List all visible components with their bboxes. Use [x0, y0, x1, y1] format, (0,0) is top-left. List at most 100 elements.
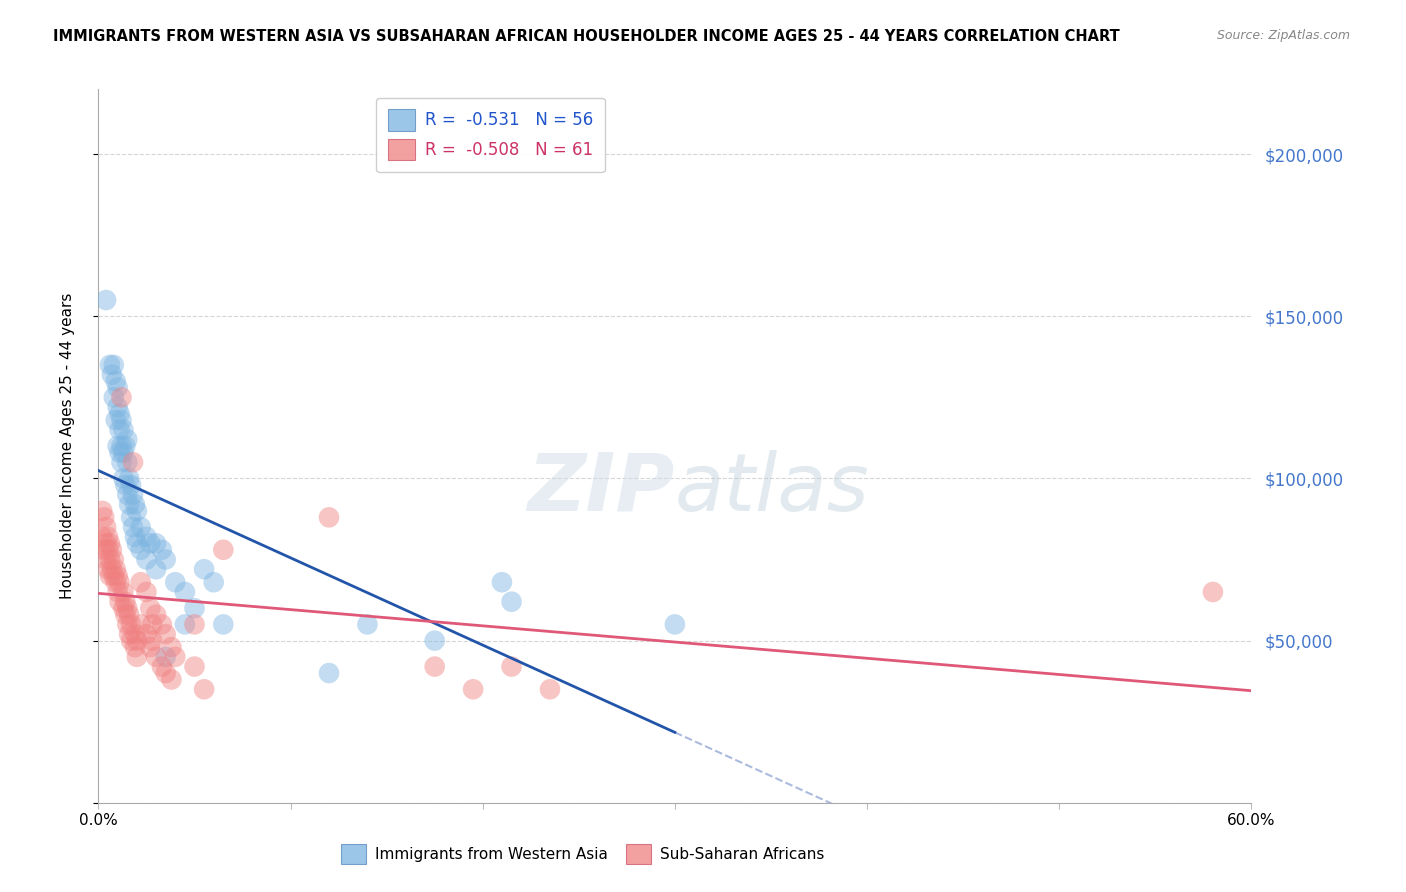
Point	[103, 358, 125, 372]
Point	[98, 552, 121, 566]
Point	[139, 536, 162, 550]
Point	[129, 520, 152, 534]
Point	[98, 358, 121, 372]
Point	[165, 575, 187, 590]
Point	[135, 530, 157, 544]
Point	[112, 601, 135, 615]
Point	[114, 439, 136, 453]
Point	[110, 455, 132, 469]
Point	[145, 536, 167, 550]
Point	[93, 510, 115, 524]
Point	[124, 530, 146, 544]
Point	[104, 562, 127, 576]
Point	[118, 607, 141, 622]
Point	[212, 542, 235, 557]
Point	[108, 445, 131, 459]
Point	[120, 478, 142, 492]
Point	[108, 423, 131, 437]
Point	[145, 562, 167, 576]
Point	[122, 520, 145, 534]
Point	[112, 471, 135, 485]
Point	[423, 659, 446, 673]
Point	[141, 633, 163, 648]
Point	[98, 536, 121, 550]
Point	[155, 552, 177, 566]
Point	[1202, 585, 1225, 599]
Point	[101, 542, 124, 557]
Point	[202, 575, 225, 590]
Point	[112, 585, 135, 599]
Point	[108, 407, 131, 421]
Point	[155, 649, 177, 664]
Text: Source: ZipAtlas.com: Source: ZipAtlas.com	[1216, 29, 1350, 42]
Point	[664, 617, 686, 632]
Point	[139, 640, 162, 654]
Point	[129, 575, 152, 590]
Point	[103, 390, 125, 404]
Point	[212, 617, 235, 632]
Point	[135, 585, 157, 599]
Point	[112, 445, 135, 459]
Point	[501, 595, 523, 609]
Point	[120, 633, 142, 648]
Point	[118, 627, 141, 641]
Point	[120, 510, 142, 524]
Point	[141, 617, 163, 632]
Point	[98, 568, 121, 582]
Point	[101, 368, 124, 382]
Point	[114, 595, 136, 609]
Point	[94, 536, 117, 550]
Point	[125, 649, 148, 664]
Point	[165, 649, 187, 664]
Point	[118, 497, 141, 511]
Point	[124, 497, 146, 511]
Point	[135, 627, 157, 641]
Point	[122, 455, 145, 469]
Point	[183, 601, 205, 615]
Point	[108, 595, 131, 609]
Legend: Immigrants from Western Asia, Sub-Saharan Africans: Immigrants from Western Asia, Sub-Sahara…	[335, 838, 830, 870]
Text: IMMIGRANTS FROM WESTERN ASIA VS SUBSAHARAN AFRICAN HOUSEHOLDER INCOME AGES 25 - : IMMIGRANTS FROM WESTERN ASIA VS SUBSAHAR…	[53, 29, 1121, 44]
Point	[108, 575, 131, 590]
Point	[97, 562, 120, 576]
Point	[107, 585, 129, 599]
Point	[107, 400, 129, 414]
Point	[107, 439, 129, 453]
Point	[103, 552, 125, 566]
Point	[124, 640, 146, 654]
Point	[538, 682, 561, 697]
Point	[107, 568, 129, 582]
Point	[491, 575, 513, 590]
Point	[94, 552, 117, 566]
Point	[107, 381, 129, 395]
Point	[114, 607, 136, 622]
Point	[356, 617, 378, 632]
Point	[193, 562, 215, 576]
Point	[125, 536, 148, 550]
Point	[155, 627, 177, 641]
Point	[155, 666, 177, 681]
Point	[104, 575, 127, 590]
Point	[150, 542, 173, 557]
Point	[122, 488, 145, 502]
Point	[112, 423, 135, 437]
Point	[117, 455, 139, 469]
Point	[150, 659, 173, 673]
Point	[124, 627, 146, 641]
Point	[94, 293, 117, 307]
Point	[114, 478, 136, 492]
Point	[101, 562, 124, 576]
Text: atlas: atlas	[675, 450, 870, 528]
Point	[117, 433, 139, 447]
Point	[104, 374, 127, 388]
Point	[117, 601, 139, 615]
Point	[110, 439, 132, 453]
Point	[94, 520, 117, 534]
Point	[120, 617, 142, 632]
Point	[97, 542, 120, 557]
Point	[118, 471, 141, 485]
Point	[318, 666, 340, 681]
Point	[129, 542, 152, 557]
Point	[104, 413, 127, 427]
Point	[97, 530, 120, 544]
